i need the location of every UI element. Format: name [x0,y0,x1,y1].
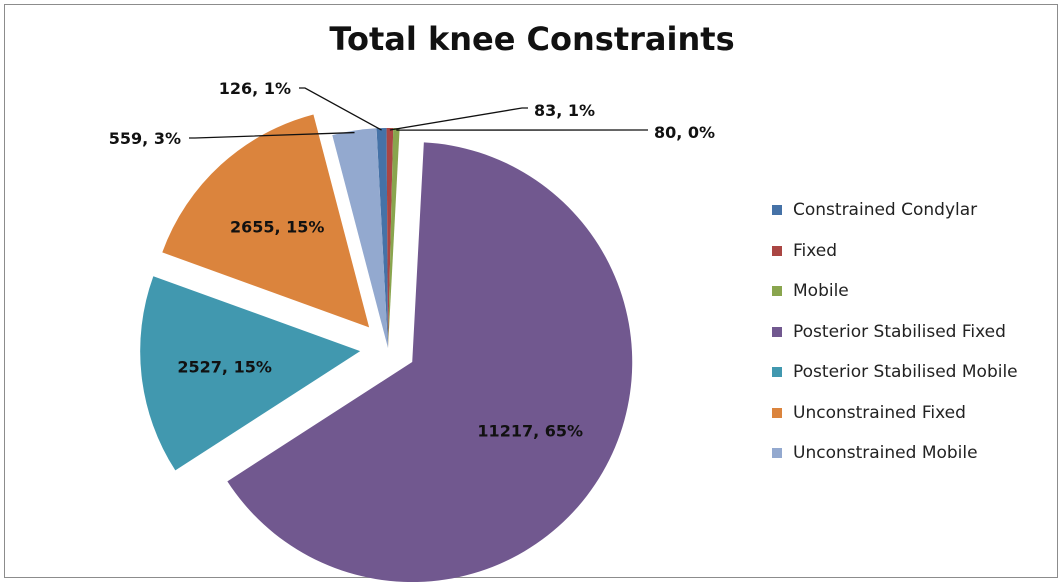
legend-swatch [772,367,782,378]
legend-label: Posterior Stabilised Mobile [793,362,1018,383]
chart-title: Total knee Constraints [329,20,735,58]
pie-slice-mobile [388,128,400,348]
data-label-unconstrained-fixed: 2655, 15% [230,218,324,237]
leader-lines [189,87,648,139]
pie-slice-constrained-condylar [376,128,388,348]
pie-slice-posterior-stabilised-mobile [140,276,361,471]
data-label-unconstrained-mobile: 559, 3% [109,129,181,148]
legend-label: Posterior Stabilised Fixed [793,321,1006,342]
data-label-posterior-stabilised-mobile: 2527, 15% [177,357,271,376]
legend-swatch [772,326,782,337]
legend-item-constrained-condylar: Constrained Condylar [772,190,1018,231]
data-label-fixed: 83, 1% [534,101,595,120]
data-label-constrained-condylar: 126, 1% [219,79,291,98]
legend-label: Constrained Condylar [793,200,978,221]
data-label-posterior-stabilised-fixed: 11217, 65% [477,421,583,440]
legend-item-posterior-stabilised-mobile: Posterior Stabilised Mobile [772,352,1018,393]
legend-swatch [772,245,782,256]
legend-label: Unconstrained Fixed [793,402,966,423]
legend: Constrained Condylar Fixed Mobile Posterior… [772,190,1018,474]
legend-item-fixed: Fixed [772,231,1018,272]
pie-slice-unconstrained-fixed [162,114,370,328]
legend-swatch [772,448,782,459]
pie-slices [140,114,633,583]
legend-item-mobile: Mobile [772,271,1018,312]
legend-item-unconstrained-mobile: Unconstrained Mobile [772,433,1018,474]
pie-slice-unconstrained-mobile [332,128,388,348]
leader-line-unconstrained-mobile [189,131,355,139]
data-label-mobile: 80, 0% [654,123,715,142]
pie-slice-fixed [386,128,394,348]
legend-swatch [772,286,782,297]
legend-swatch [772,407,782,418]
legend-label: Mobile [793,281,849,302]
legend-item-unconstrained-fixed: Unconstrained Fixed [772,393,1018,434]
leader-line-constrained-condylar [299,87,382,131]
legend-swatch [772,205,782,216]
data-labels: 126, 1% 83, 1% 80, 0% 11217, 65% 2527, 15% 26… [109,79,715,440]
legend-item-posterior-stabilised-fixed: Posterior Stabilised Fixed [772,312,1018,353]
pie-slice-posterior-stabilised-fixed [227,142,633,583]
legend-label: Fixed [793,240,838,261]
leader-line-fixed [389,107,528,131]
legend-label: Unconstrained Mobile [793,443,978,464]
